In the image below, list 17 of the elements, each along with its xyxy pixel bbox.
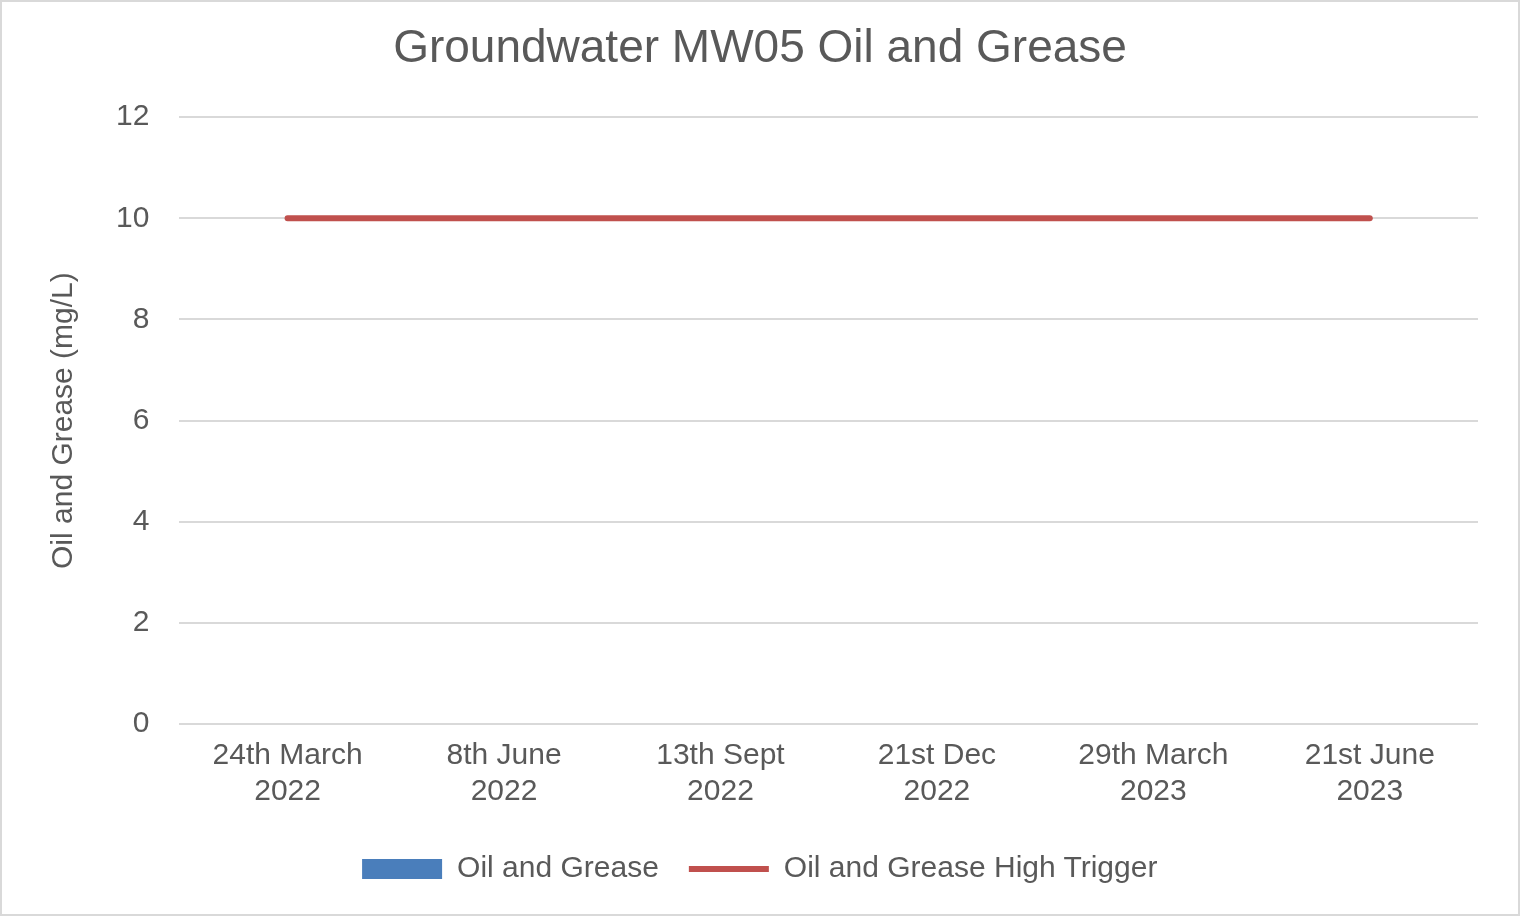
y-tick-label: 2 [132,604,150,638]
y-axis-title: Oil and Grease (mg/L) [45,272,79,569]
y-tick-label: 12 [115,98,150,132]
x-tick-label: 21st June 2023 [1304,737,1435,807]
x-tick-label: 8th June 2022 [446,737,562,807]
x-tick-label: 13th Sept 2022 [656,737,786,807]
y-tick-label: 10 [115,199,150,233]
legend-label: Oil and Grease [457,850,659,884]
legend-label: Oil and Grease High Trigger [783,850,1158,884]
y-tick-label: 6 [132,401,150,435]
chart-title: Groundwater MW05 Oil and Grease [393,20,1127,73]
x-tick-label: 21st Dec 2022 [877,737,997,807]
y-tick-label: 4 [132,503,150,536]
y-tick-label: 8 [132,300,150,334]
x-tick-label: 29th March 2023 [1078,737,1229,807]
y-tick-label: 0 [132,705,150,739]
x-tick-label: 24th March 2022 [212,737,363,807]
